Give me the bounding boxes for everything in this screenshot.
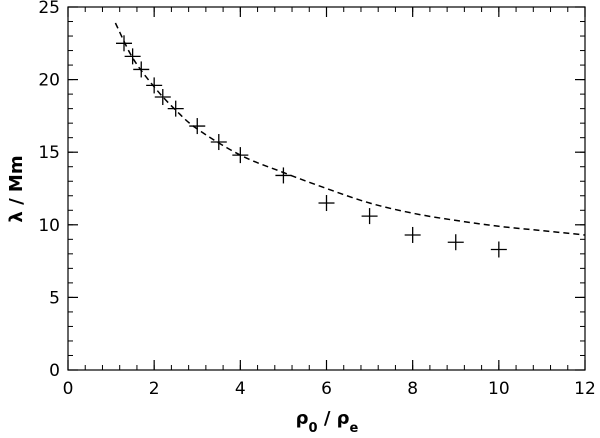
y-tick-label: 15 (38, 143, 60, 163)
data-point (318, 195, 335, 212)
data-point (404, 226, 421, 243)
x-tick-labels: 0 2 4 6 8 10 12 (63, 379, 596, 399)
y-tick-label: 20 (38, 71, 60, 91)
plot-frame (67, 6, 586, 371)
data-point (146, 77, 163, 94)
x-axis-sub1: 0 (309, 421, 318, 435)
data-point (490, 241, 507, 258)
data-markers (116, 35, 507, 258)
data-point (189, 118, 206, 135)
y-tick-label: 10 (38, 216, 60, 236)
data-point (447, 234, 464, 251)
data-point (116, 35, 133, 52)
y-axis-rest: / Mm (6, 155, 27, 211)
data-point (361, 208, 378, 225)
x-axis-symbol-2: ρ (337, 408, 350, 429)
dashed-fit-curve (114, 22, 586, 236)
y-tick-label: 25 (38, 0, 60, 18)
y-tick-label: 0 (49, 361, 60, 381)
major-ticks (67, 6, 586, 371)
y-tick-labels: 0 5 10 15 20 25 (38, 0, 60, 381)
x-axis-title: ρ0 / ρe (296, 408, 359, 434)
data-point (167, 100, 184, 117)
y-axis-symbol: λ (6, 211, 27, 222)
x-axis-symbol: ρ (296, 408, 309, 429)
x-tick-label: 2 (149, 379, 160, 399)
data-point (232, 147, 249, 164)
x-axis-sub2: e (350, 421, 359, 435)
y-axis-title: λ / Mm (6, 155, 27, 222)
data-point (154, 89, 171, 106)
x-tick-label: 10 (488, 379, 510, 399)
y-tick-label: 5 (49, 288, 60, 308)
x-tick-label: 8 (407, 379, 418, 399)
x-tick-label: 12 (574, 379, 596, 399)
data-point (275, 167, 292, 184)
x-tick-label: 4 (235, 379, 246, 399)
data-point (133, 61, 150, 78)
x-tick-label: 6 (321, 379, 332, 399)
data-point (210, 134, 227, 151)
minor-ticks (67, 6, 586, 371)
data-point (124, 48, 141, 65)
x-axis-sep: / (318, 408, 337, 429)
x-tick-label: 0 (63, 379, 74, 399)
